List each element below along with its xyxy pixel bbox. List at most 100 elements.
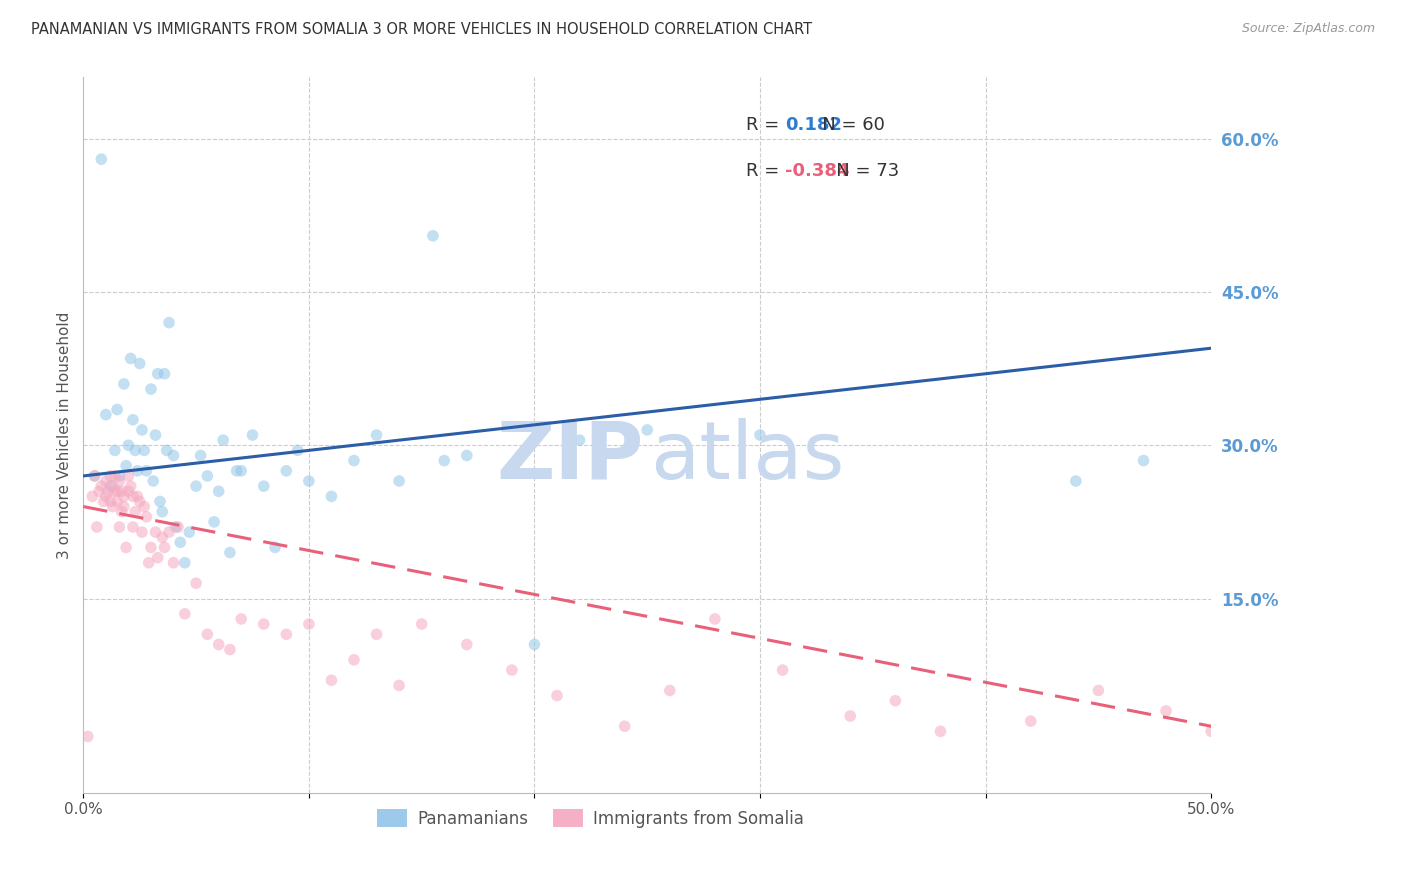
Point (1064, 474, 1087, 488)
Point (104, 484, 127, 499)
Point (202, 515, 225, 529)
Point (169, 535, 191, 549)
Point (411, 617, 433, 632)
Point (98, 469, 121, 483)
Point (127, 464, 149, 478)
Point (93, 494, 115, 508)
Point (94, 474, 117, 488)
Point (1019, 714, 1042, 728)
Point (388, 678, 411, 692)
Point (115, 458, 138, 473)
Point (94, 408, 117, 422)
Point (321, 489, 343, 503)
Point (101, 479, 124, 493)
Point (167, 520, 190, 534)
Point (90, 479, 112, 493)
Point (124, 443, 146, 458)
Point (264, 541, 287, 555)
Point (298, 617, 321, 632)
Point (165, 520, 187, 534)
Point (568, 433, 591, 447)
Text: N = 73: N = 73 (820, 162, 900, 180)
Point (231, 612, 253, 626)
Point (108, 474, 131, 488)
Point (157, 525, 180, 540)
Point (122, 489, 145, 503)
Point (122, 520, 145, 534)
Point (82, 489, 104, 503)
Point (173, 607, 195, 621)
Point (276, 464, 298, 478)
Point (98, 479, 121, 493)
Point (138, 556, 160, 570)
Point (219, 545, 242, 559)
Point (225, 464, 247, 478)
Point (146, 367, 169, 381)
Point (433, 453, 456, 467)
Text: N = 60: N = 60 (806, 116, 884, 135)
Text: ZIP: ZIP (496, 417, 644, 495)
Point (884, 694, 907, 708)
Point (94, 489, 117, 503)
Point (212, 433, 235, 447)
Point (105, 484, 128, 499)
Point (149, 494, 172, 508)
Point (83, 469, 105, 483)
Point (101, 500, 124, 514)
Point (124, 505, 146, 519)
Text: PANAMANIAN VS IMMIGRANTS FROM SOMALIA 3 OR MORE VEHICLES IN HOUSEHOLD CORRELATIO: PANAMANIAN VS IMMIGRANTS FROM SOMALIA 3 … (31, 22, 813, 37)
Point (456, 449, 478, 463)
Point (87, 484, 110, 499)
Point (1199, 724, 1222, 739)
Legend: Panamanians, Immigrants from Somalia: Panamanians, Immigrants from Somalia (371, 803, 811, 834)
Text: Source: ZipAtlas.com: Source: ZipAtlas.com (1241, 22, 1375, 36)
Point (108, 469, 131, 483)
Point (208, 638, 231, 652)
Point (83, 469, 105, 483)
Point (135, 509, 157, 524)
Point (117, 469, 139, 483)
Point (128, 357, 150, 371)
Point (219, 642, 242, 657)
Point (366, 627, 388, 641)
Point (146, 550, 169, 565)
Point (117, 484, 139, 499)
Point (703, 612, 725, 626)
Point (195, 627, 218, 641)
Y-axis label: 3 or more Vehicles in Household: 3 or more Vehicles in Household (58, 311, 72, 558)
Point (156, 443, 179, 458)
Point (105, 402, 128, 417)
Point (76, 730, 98, 744)
Text: R =: R = (747, 116, 785, 135)
Point (97, 484, 120, 499)
Point (195, 469, 218, 483)
Point (253, 479, 276, 493)
Point (321, 673, 343, 688)
Point (120, 351, 142, 366)
Point (117, 438, 139, 452)
Point (145, 525, 167, 540)
Point (139, 541, 162, 555)
Point (104, 469, 127, 483)
Point (112, 489, 135, 503)
Point (184, 479, 207, 493)
Point (343, 453, 366, 467)
Point (276, 627, 298, 641)
Point (749, 428, 772, 442)
Point (128, 494, 150, 508)
Point (135, 464, 157, 478)
Point (115, 541, 138, 555)
Point (150, 505, 173, 519)
Point (173, 556, 195, 570)
Point (298, 474, 321, 488)
Point (142, 474, 165, 488)
Point (242, 428, 264, 442)
Point (131, 525, 153, 540)
Point (546, 689, 568, 703)
Point (1087, 683, 1109, 698)
Point (105, 494, 128, 508)
Point (839, 709, 862, 723)
Point (636, 423, 658, 437)
Point (184, 576, 207, 591)
Text: -0.384: -0.384 (786, 162, 849, 180)
